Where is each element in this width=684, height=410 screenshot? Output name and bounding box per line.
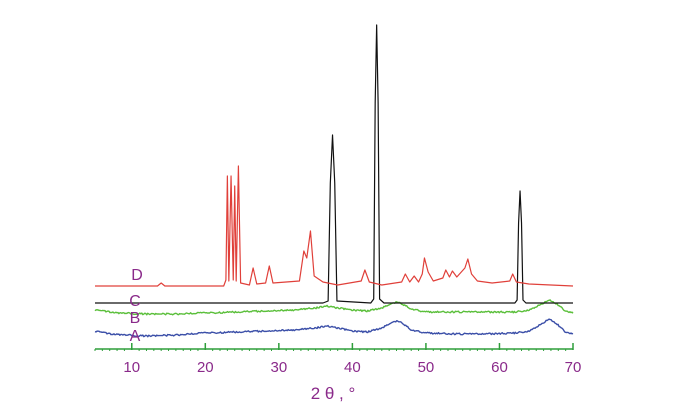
x-tick-label: 50 [418,359,435,376]
x-tick-label: 10 [123,359,140,376]
x-tick-label: 60 [491,359,508,376]
x-tick-label: 40 [344,359,361,376]
series-label-d: D [131,267,143,284]
x-tick-label: 30 [271,359,288,376]
series-line-b [94,299,574,316]
series-lines [94,24,574,338]
series-label-b: B [130,310,141,327]
series-label-a: A [130,328,141,345]
x-tick-label: 70 [565,359,582,376]
series-label-c: C [129,293,141,310]
x-axis-ticks: 10 20 30 40 50 60 70 [94,343,582,376]
x-tick-label: 20 [197,359,214,376]
series-line-a [94,318,574,338]
series-line-d [95,165,574,287]
x-axis-title: 2 θ , ° [311,384,356,403]
series-line-c [95,24,573,304]
